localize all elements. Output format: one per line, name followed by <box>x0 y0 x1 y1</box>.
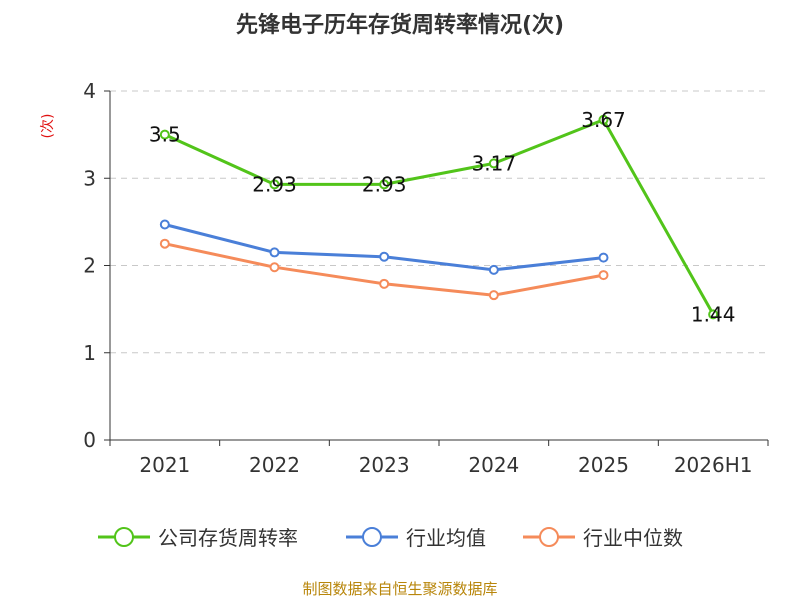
x-tick-label: 2022 <box>249 453 300 477</box>
data-point <box>598 270 609 281</box>
data-point <box>488 290 499 301</box>
x-tick-label: 2021 <box>139 453 190 477</box>
grid-lines <box>110 90 768 354</box>
axes: 0 1 2 3 4 2021 2022 2023 2024 2025 2026H1 <box>83 79 769 477</box>
y-tick-label: 1 <box>83 341 96 365</box>
x-tick-label: 2023 <box>359 453 410 477</box>
x-tick-label: 2024 <box>468 453 519 477</box>
data-label: 3.67 <box>581 108 626 132</box>
y-tick-label: 0 <box>83 428 96 452</box>
y-axis-unit-label: (次) <box>40 114 56 139</box>
data-point <box>159 238 170 249</box>
data-label: 2.93 <box>362 172 407 196</box>
data-point <box>598 252 609 263</box>
legend-label: 行业中位数 <box>583 526 683 550</box>
data-point <box>159 219 170 230</box>
y-tick-label: 2 <box>83 254 96 278</box>
legend[interactable]: 公司存货周转率 行业均值 行业中位数 <box>98 526 683 550</box>
data-point <box>379 278 390 289</box>
data-point <box>269 247 280 258</box>
data-point <box>269 179 280 190</box>
data-label: 1.44 <box>691 302 736 326</box>
data-point <box>488 264 499 275</box>
x-tick-label: 2025 <box>578 453 629 477</box>
data-label: 2.93 <box>252 172 297 196</box>
legend-label: 公司存货周转率 <box>158 526 298 550</box>
data-point <box>598 114 609 125</box>
data-labels: 3.5 2.93 2.93 3.17 3.67 1.44 <box>149 108 736 327</box>
legend-item[interactable]: 行业均值 <box>346 526 486 550</box>
y-tick-label: 4 <box>83 79 96 103</box>
legend-marker <box>114 527 134 547</box>
series-line <box>164 223 604 272</box>
legend-label: 行业均值 <box>406 526 486 550</box>
series-line <box>164 118 715 316</box>
legend-marker <box>539 527 559 547</box>
data-point <box>159 129 170 140</box>
legend-marker <box>362 527 382 547</box>
x-tick-label: 2026H1 <box>674 453 753 477</box>
data-point <box>379 251 390 262</box>
legend-item[interactable]: 公司存货周转率 <box>98 526 298 550</box>
data-point <box>379 179 390 190</box>
series-lines <box>159 114 719 320</box>
data-point <box>488 158 499 169</box>
data-point <box>708 309 719 320</box>
data-label: 3.17 <box>472 151 517 175</box>
chart-title: 先锋电子历年存货周转率情况(次) <box>236 12 564 38</box>
data-point <box>269 262 280 273</box>
data-label: 3.5 <box>149 123 181 147</box>
source-note: 制图数据来自恒生聚源数据库 <box>302 580 497 598</box>
y-tick-label: 3 <box>83 166 96 190</box>
legend-item[interactable]: 行业中位数 <box>523 526 683 550</box>
